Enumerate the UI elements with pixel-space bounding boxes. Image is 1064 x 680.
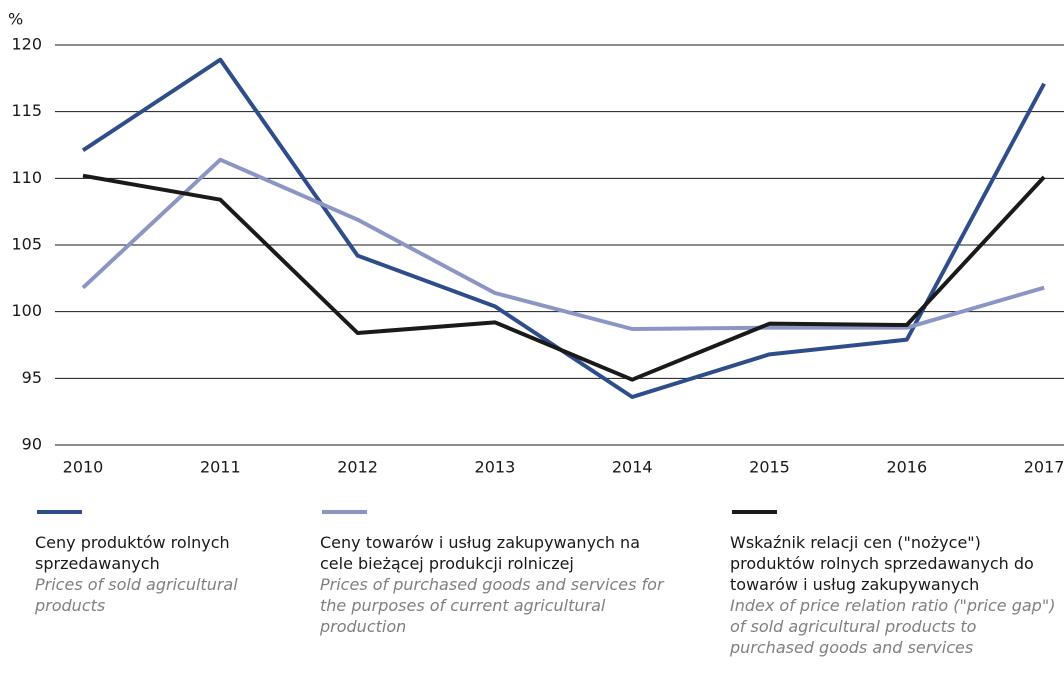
y-tick-label: 100 [11, 301, 42, 320]
y-tick-label: 90 [22, 435, 42, 454]
y-tick-label: 110 [11, 168, 42, 187]
x-tick-label: 2014 [612, 458, 653, 477]
y-tick-label: 105 [11, 235, 42, 254]
x-tick-label: 2012 [337, 458, 378, 477]
y-tick-label: 115 [11, 101, 42, 120]
legend-swatch [732, 510, 777, 514]
legend-item: Ceny towarów i usług zakupywanych na cel… [320, 510, 670, 637]
x-tick-label: 2010 [63, 458, 104, 477]
legend-label-en: Index of price relation ratio ("price ga… [730, 596, 1056, 657]
x-tick-label: 2013 [475, 458, 516, 477]
y-tick-label: 95 [22, 368, 42, 387]
legend-label: Ceny towarów i usług zakupywanych na cel… [320, 533, 640, 573]
legend-label-en: Prices of purchased goods and services f… [320, 575, 664, 636]
y-unit: % [8, 10, 23, 29]
legend-swatch [37, 510, 82, 514]
legend-label: Ceny produktów rolnych sprzedawanych [35, 533, 230, 573]
chart: % 90 95 100 105 110 115 120 2010 2011 2012 2013 201… [8, 10, 1064, 477]
y-tick-label: 120 [11, 35, 42, 54]
legend-item: Wskaźnik relacji cen ("nożyce") produktó… [730, 510, 1064, 658]
legend-label: Wskaźnik relacji cen ("nożyce") produktó… [730, 533, 1034, 594]
series-line [82, 173, 1046, 382]
series-line [81, 157, 1045, 331]
legend-swatch [322, 510, 367, 514]
x-tick-label: 2015 [749, 458, 790, 477]
x-tick-label: 2011 [200, 458, 241, 477]
x-tick-label: 2017 [1024, 458, 1064, 477]
legend-label-en: Prices of sold agricultural products [35, 575, 238, 615]
series-line [81, 57, 1046, 399]
legend-item: Ceny produktów rolnych sprzedawanych Pric… [35, 510, 275, 616]
x-tick-label: 2016 [886, 458, 927, 477]
